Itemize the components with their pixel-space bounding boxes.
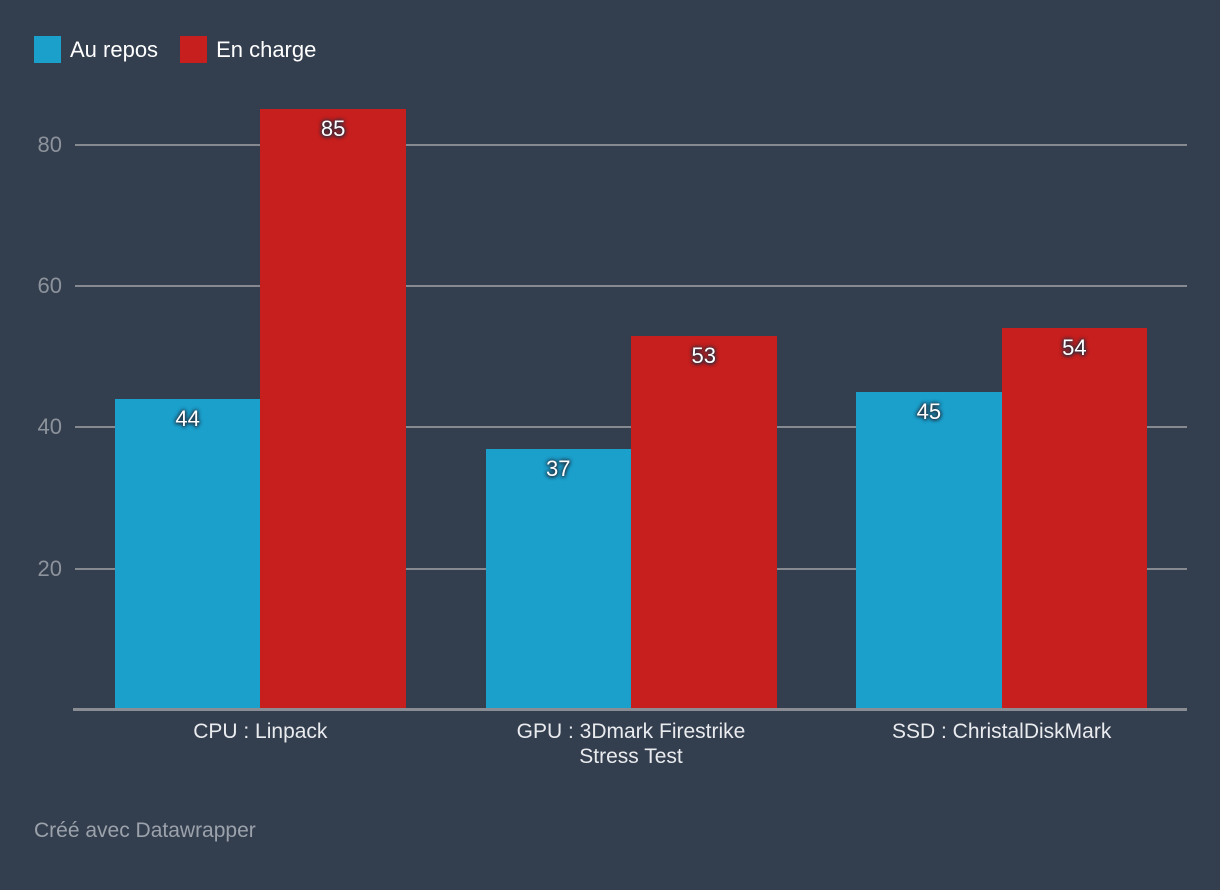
y-tick-label-60: 60	[37, 273, 62, 299]
bar-value-label: 37	[546, 455, 571, 481]
x-axis-baseline	[73, 708, 1187, 711]
bar-value-label: 53	[691, 342, 716, 368]
footer-credit-link[interactable]: Créé avec Datawrapper	[34, 819, 256, 842]
bar-au-repos-gpu-3dmark-firestrike[interactable]: 37	[485, 448, 631, 710]
bar-value-label: 54	[1062, 335, 1087, 361]
bar-au-repos-ssd-christaldiskmark[interactable]: 45	[856, 392, 1002, 710]
x-axis-label-ssd-christaldiskmark: SSD : ChristalDiskMark	[891, 720, 1112, 743]
chart-legend: Au repos En charge	[34, 36, 338, 63]
y-tick-label-80: 80	[37, 131, 62, 157]
gridline-60	[75, 285, 1187, 288]
bar-en-charge-cpu-linpack[interactable]: 85	[260, 109, 406, 710]
x-axis-label-gpu-3dmark-firestrike: GPU : 3Dmark Firestrike Stress Test	[516, 720, 746, 768]
y-tick-label-40: 40	[37, 414, 62, 440]
legend-swatch-en-charge	[180, 36, 208, 63]
bar-au-repos-cpu-linpack[interactable]: 44	[114, 399, 261, 710]
bar-value-label: 44	[175, 406, 200, 432]
bar-en-charge-ssd-christaldiskmark[interactable]: 54	[1001, 328, 1148, 710]
x-axis-label-cpu-linpack: CPU : Linpack	[193, 720, 328, 743]
gridline-80	[75, 143, 1187, 146]
legend-item-en-charge: En charge	[180, 36, 316, 63]
bar-value-label: 45	[916, 399, 942, 425]
bar-value-label: 85	[320, 116, 346, 142]
legend-item-au-repos: Au repos	[34, 36, 158, 63]
legend-label-en-charge: En charge	[216, 37, 317, 62]
bar-en-charge-gpu-3dmark-firestrike[interactable]: 53	[631, 335, 777, 710]
legend-label-au-repos: Au repos	[70, 37, 159, 62]
y-tick-label-20: 20	[37, 555, 62, 581]
legend-swatch-au-repos	[34, 36, 61, 63]
